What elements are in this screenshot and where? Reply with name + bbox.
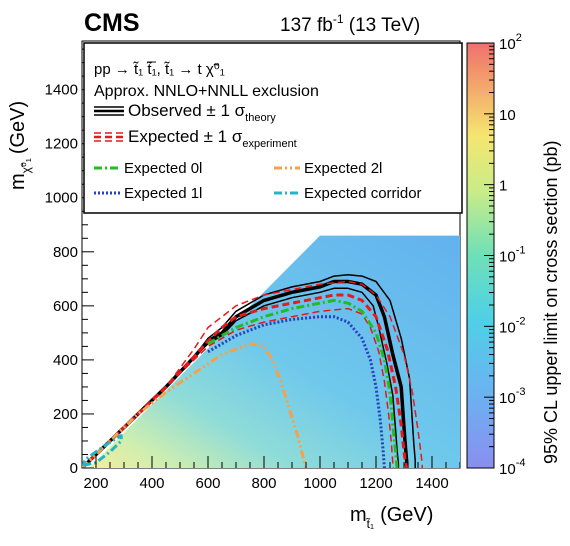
contour-expected-up (82, 280, 423, 468)
x-tick-label: 200 (83, 475, 108, 492)
y-tick-label: 800 (53, 244, 78, 261)
contour-expected-2l (82, 342, 308, 468)
x-tick-label: 1000 (303, 475, 336, 492)
legend-entry: Expected 2l (274, 160, 382, 177)
experiment-label: CMS (84, 9, 140, 37)
y-tick-label: 1200 (45, 136, 78, 153)
z-tick-label: 10-3 (499, 386, 525, 407)
y-tick-label: 600 (53, 298, 78, 315)
legend-box (83, 42, 463, 214)
z-axis-title: 95% CL upper limit on cross section (pb) (541, 141, 561, 464)
legend-entry: Expected 1l (94, 185, 202, 202)
x-axis-title: mt̃₁ (GeV) (350, 504, 433, 531)
contour-expected-corridor (82, 434, 123, 467)
y-tick-label: 400 (53, 352, 78, 369)
contour-expected-down (82, 307, 395, 468)
legend-label: Expected 0l (124, 160, 202, 177)
y-tick-label: 200 (53, 406, 78, 423)
legend-entry: Expected 0l (94, 160, 202, 177)
z-tick-label: 10-4 (499, 457, 525, 478)
contour-expected-1l (207, 315, 386, 468)
z-tick-label: 10-2 (499, 315, 525, 336)
z-tick-label: 102 (499, 32, 522, 53)
y-axis: 0 200 400 600 800 1000 1200 1400 (45, 48, 94, 477)
z-tick-label: 1 (499, 178, 507, 195)
y-axis-title: mχ̃⁰₁(GeV) (7, 101, 33, 190)
contour-layer (82, 274, 423, 468)
legend-label: Expected ± 1 σexperiment (128, 127, 297, 150)
luminosity-label: 137 fb-1 (13 TeV) (280, 12, 420, 36)
legend-process: pp → t̃₁ t̃̅₁, t̃₁ → t χ̃⁰₁ (94, 61, 225, 78)
legend-label: Expected 1l (124, 185, 202, 202)
x-axis: 200 400 600 800 1000 1200 1400 (83, 456, 461, 492)
legend-label: Observed ± 1 σtheory (128, 101, 276, 124)
x-tick-label: 1400 (415, 475, 448, 492)
heatmap-region (82, 235, 460, 468)
x-tick-label: 1200 (359, 475, 392, 492)
y-tick-label: 1400 (45, 82, 78, 99)
legend-entry: Expected corridor (274, 185, 422, 202)
z-tick-label: 10-1 (499, 245, 525, 266)
x-tick-label: 400 (139, 475, 164, 492)
legend-label: Expected 2l (304, 160, 382, 177)
legend-entry: Observed ± 1 σtheory (94, 101, 276, 124)
legend-entries: Observed ± 1 σtheory Expected ± 1 σexperi… (94, 101, 422, 202)
legend-entry: Expected ± 1 σexperiment (94, 127, 297, 150)
contour-observed-down (82, 287, 400, 468)
x-tick-label: 600 (195, 475, 220, 492)
contour-expected-0l (207, 298, 399, 468)
y-tick-label: 0 (70, 460, 78, 477)
contour-expected (82, 293, 409, 468)
y-tick-label: 1000 (45, 190, 78, 207)
legend-approx: Approx. NNLO+NNLL exclusion (94, 83, 319, 100)
legend-label: Expected corridor (304, 185, 422, 202)
z-axis: 10-4 10-3 10-2 10-1 1 10 102 (484, 32, 525, 478)
z-tick-label: 10 (499, 107, 516, 124)
x-tick-label: 800 (251, 475, 276, 492)
